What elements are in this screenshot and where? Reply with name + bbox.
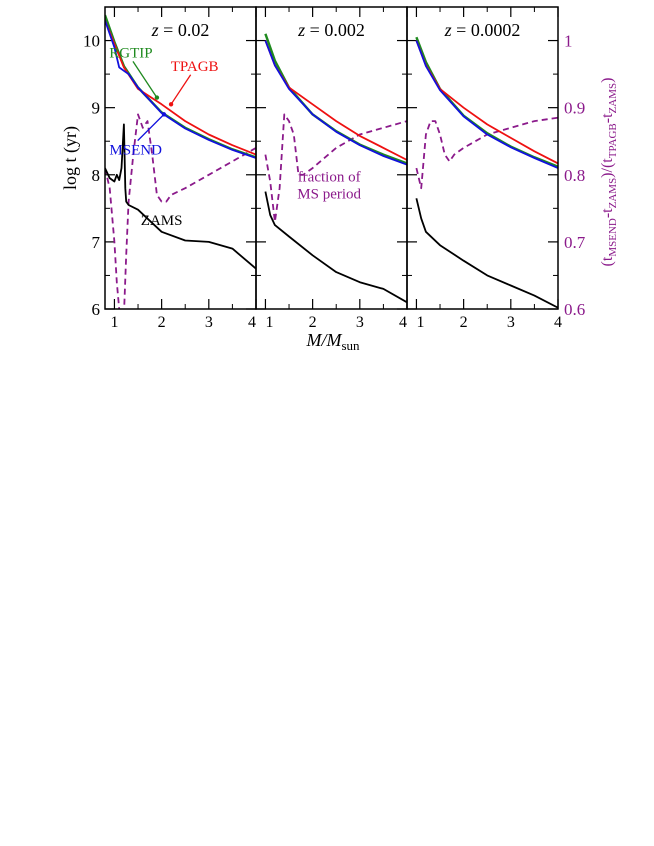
x-tick-label: 2: [309, 314, 317, 331]
panel-curves: [415, 36, 558, 309]
annotation-rgtip: RGTIP: [109, 45, 152, 61]
series-line-msend: [264, 40, 407, 166]
annotation-fraction-2: MS period: [297, 186, 361, 202]
x-tick-label: 4: [399, 314, 407, 331]
x-tick-label: 3: [507, 314, 515, 331]
y-axis-label-left: log t (yr): [60, 126, 81, 190]
panel-title: z = 0.02: [151, 20, 210, 40]
x-tick-label: 3: [356, 314, 364, 331]
series-line-rgtip: [264, 33, 407, 165]
series-line-tpagb: [415, 40, 558, 165]
panel-title-value: = 0.0002: [452, 20, 521, 40]
annotation-tpagb: TPAGB: [171, 59, 219, 75]
y-tick-label-right: 0.9: [564, 99, 585, 118]
y-tick-label-left: 9: [92, 99, 101, 118]
series-line-msend: [415, 40, 558, 169]
panel-frame: [406, 6, 559, 310]
series-line-tpagb: [264, 40, 407, 161]
annotation-arrow-msend: [137, 113, 165, 142]
annotation-zams: ZAMS: [141, 213, 183, 229]
series-line-fraction: [264, 113, 407, 223]
annotation-arrowhead-msend: [161, 112, 167, 117]
series-line-rgtip: [415, 36, 558, 168]
annotation-arrowhead-tpagb: [168, 102, 174, 107]
panel-curves: [264, 33, 407, 304]
x-tick-label: 2: [158, 314, 166, 331]
series-line-zams: [105, 123, 256, 270]
series-line-msend: [105, 20, 256, 159]
annotation-arrow-tpagb: [170, 74, 192, 105]
panel-frame: [255, 6, 408, 310]
series-line-zams: [415, 198, 558, 309]
y-tick-label-left: 8: [92, 166, 101, 185]
annotation-msend: MSEND: [109, 143, 162, 159]
y-tick-label-left: 10: [83, 32, 100, 51]
annotation-fraction-1: fraction of: [298, 169, 361, 185]
x-tick-label: 1: [265, 314, 273, 331]
y-tick-label-right: 0.6: [564, 300, 585, 319]
panel-title: z = 0.002: [297, 20, 365, 40]
x-tick-label: 1: [110, 314, 118, 331]
y-axis-label-right: (tMSEND-tZAMS)/(tTPAGB-tZAMS): [599, 78, 619, 267]
y-tick-label-left: 6: [92, 300, 101, 319]
panel-title-z: z: [297, 20, 305, 40]
x-axis-label: M/Msun: [305, 330, 360, 353]
x-tick-label: 4: [554, 314, 562, 331]
x-tick-label: 1: [416, 314, 424, 331]
panel-curves: [105, 14, 256, 309]
panel-title-value: = 0.02: [159, 20, 210, 40]
y-tick-label-right: 0.7: [564, 233, 586, 252]
panel-title: z = 0.0002: [444, 20, 521, 40]
y-tick-label-right: 1: [564, 32, 573, 51]
series-line-zams: [264, 191, 407, 304]
panel-3: z = 0.0002 1 2 3 4: [406, 6, 562, 331]
annotation-arrow-rgtip: [132, 60, 158, 98]
panels: z = 0.02 1 2 3 4 RGTIP TPAGB MSEND ZAMS z = 0.002…: [83, 6, 586, 331]
series-line-fraction: [415, 116, 558, 190]
annotation-arrowhead-rgtip: [154, 95, 160, 100]
y-tick-label-right: 0.8: [564, 166, 585, 185]
x-tick-label: 2: [460, 314, 468, 331]
x-tick-label: 3: [205, 314, 213, 331]
series-line-tpagb: [105, 20, 256, 156]
x-tick-label: 4: [248, 314, 256, 331]
panel-title-z: z: [444, 20, 452, 40]
panel-1: z = 0.02 1 2 3 4 RGTIP TPAGB MSEND ZAMS: [104, 6, 257, 331]
panel-title-value: = 0.002: [305, 20, 365, 40]
y-tick-label-left: 7: [92, 233, 101, 252]
panel-title-z: z: [151, 20, 159, 40]
